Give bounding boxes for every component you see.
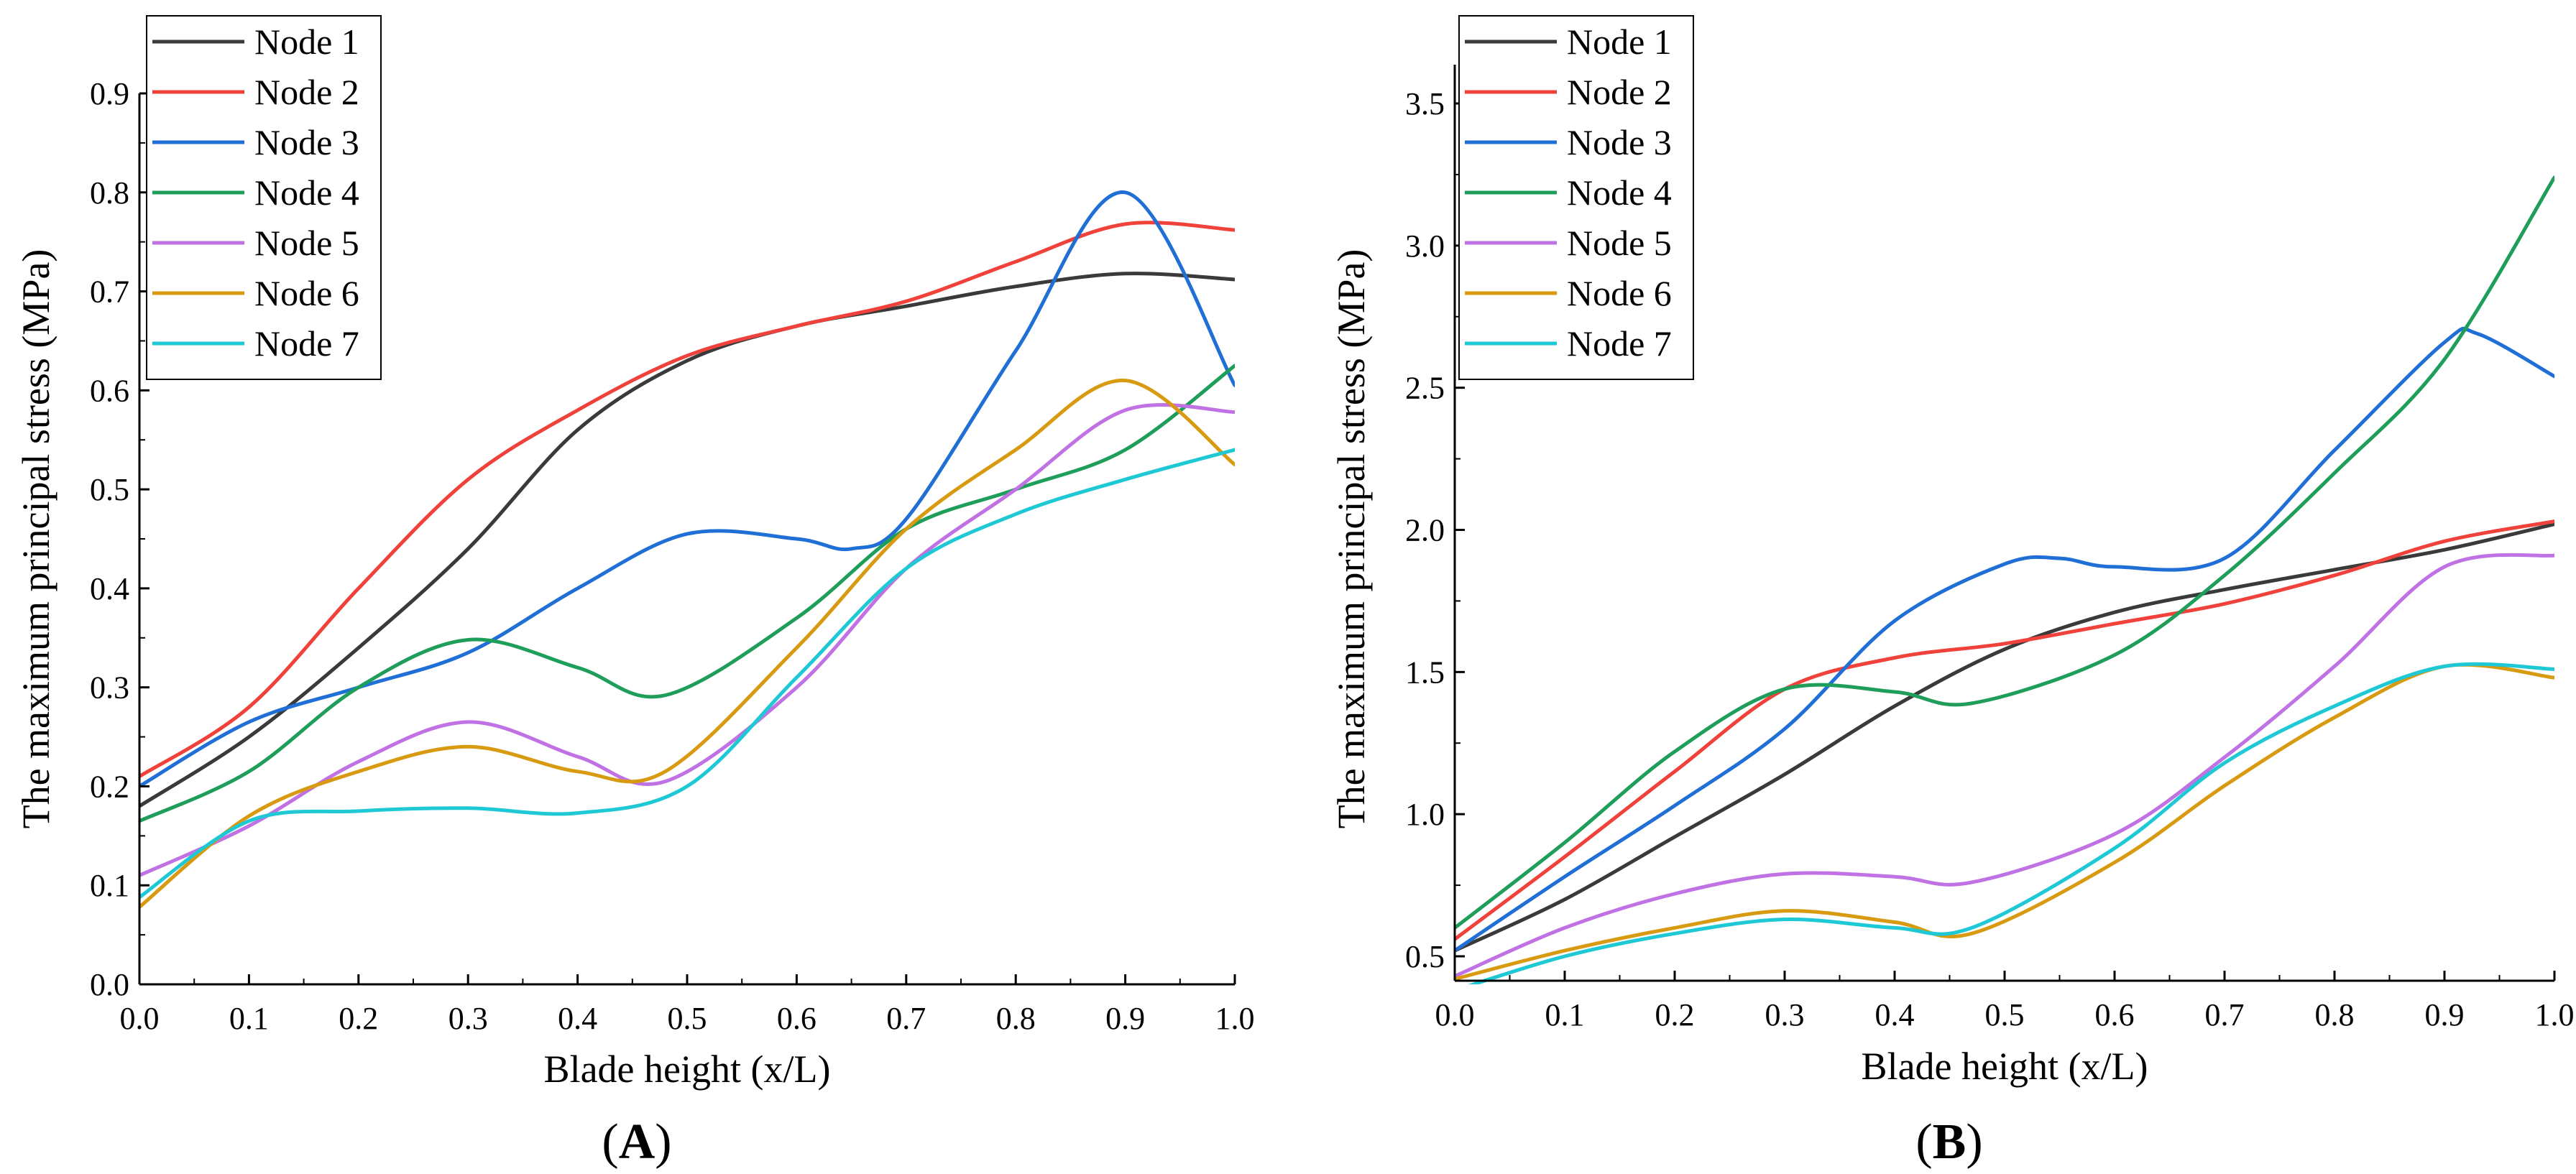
x-tick-label-b: 0.0	[1435, 997, 1475, 1032]
legend-label-b-node-1: Node 1	[1567, 22, 1672, 62]
y-tick-label-a: 0.5	[90, 472, 129, 507]
series-line-b-node-4	[1455, 175, 2554, 930]
legend-label-b-node-5: Node 5	[1567, 223, 1672, 263]
series-line-b-node-5	[1455, 553, 2554, 979]
y-tick-label-b: 2.0	[1405, 513, 1445, 548]
x-tick-label-b: 0.3	[1765, 997, 1805, 1032]
y-tick-label-b: 3.0	[1405, 228, 1445, 264]
legend-b: Node 1 Node 2 Node 3 Node 4 Node 5 Node 6 Node…	[1458, 15, 1694, 380]
y-tick-label-b: 2.5	[1405, 371, 1445, 406]
series-line-a-node-4	[139, 364, 1235, 823]
x-tick-label-b: 1.0	[2535, 997, 2575, 1032]
series-line-b-node-7	[1468, 662, 2554, 984]
x-tick-label-a: 0.3	[448, 1001, 488, 1036]
series-line-a-node-2	[139, 221, 1235, 779]
y-axis-title-a: The maximum principal stress (MPa)	[14, 249, 58, 829]
y-tick-label-a: 0.8	[90, 175, 129, 211]
x-tick-label-b: 0.9	[2425, 997, 2465, 1032]
series-line-b-node-2	[1455, 519, 2554, 941]
x-axis-title-a: Blade height (x/L)	[544, 1048, 831, 1091]
legend-label-b-node-7: Node 7	[1567, 323, 1672, 364]
series-line-a-node-5	[139, 403, 1235, 877]
legend-label-a-node-4: Node 4	[254, 172, 359, 213]
y-tick-label-a: 0.9	[90, 76, 129, 111]
legend-label-a-node-2: Node 2	[254, 72, 359, 112]
x-tick-label-a: 0.6	[777, 1001, 816, 1036]
series-line-a-node-7	[139, 448, 1235, 900]
x-tick-label-a: 0.9	[1105, 1001, 1145, 1036]
x-tick-label-b: 0.1	[1545, 997, 1585, 1032]
series-line-b-node-3	[1455, 326, 2554, 953]
series-line-b-node-1	[1455, 522, 2554, 953]
x-tick-label-a: 0.1	[229, 1001, 269, 1036]
x-axis-title-b: Blade height (x/L)	[1862, 1045, 2148, 1088]
legend-label-a-node-5: Node 5	[254, 223, 359, 263]
legend-label-a-node-3: Node 3	[254, 122, 359, 162]
panel-b: 0.0 0.1 0.2 0.3 0.4 0.5 0.6 0.7 0.8 0.9 1.0 0.5 1.0…	[1330, 15, 2575, 1170]
legend-label-a-node-7: Node 7	[254, 323, 359, 364]
x-tick-label-b: 0.4	[1875, 997, 1915, 1032]
series-line-a-node-1	[139, 272, 1235, 808]
y-tick-label-a: 0.1	[90, 868, 129, 903]
series-line-a-node-6	[139, 379, 1235, 909]
x-tick-label-a: 0.4	[558, 1001, 597, 1036]
x-tick-label-a: 0.7	[886, 1001, 926, 1036]
x-tick-label-a: 0.5	[668, 1001, 707, 1036]
panel-label-b: (B)	[1915, 1114, 1982, 1170]
x-tick-label-a: 0.0	[120, 1001, 160, 1036]
x-tick-label-b: 0.5	[1985, 997, 2025, 1032]
y-tick-label-a: 0.6	[90, 373, 129, 408]
legend-label-a-node-1: Node 1	[254, 22, 359, 62]
y-axis-title-b: The maximum principal stress (MPa)	[1330, 249, 1373, 829]
legend-label-b-node-4: Node 4	[1567, 172, 1672, 213]
y-tick-label-a: 0.4	[90, 571, 129, 606]
legend-label-b-node-3: Node 3	[1567, 122, 1672, 162]
legend-label-b-node-6: Node 6	[1567, 273, 1672, 313]
y-tick-label-a: 0.2	[90, 769, 129, 804]
y-tick-label-b: 1.0	[1405, 797, 1445, 832]
x-tick-label-b: 0.7	[2205, 997, 2245, 1032]
y-tick-label-a: 0.7	[90, 274, 129, 310]
legend-label-b-node-2: Node 2	[1567, 72, 1672, 112]
x-tick-label-a: 0.8	[996, 1001, 1036, 1036]
y-tick-label-b: 1.5	[1405, 655, 1445, 690]
x-tick-label-b: 0.2	[1655, 997, 1695, 1032]
series-line-b-node-6	[1455, 662, 2554, 981]
legend-label-a-node-6: Node 6	[254, 273, 359, 313]
x-tick-label-a: 1.0	[1215, 1001, 1255, 1036]
y-tick-label-a: 0.0	[90, 967, 129, 1002]
y-tick-label-a: 0.3	[90, 670, 129, 706]
panel-a: 0.0 0.1 0.2 0.3 0.4 0.5 0.6 0.7 0.8 0.9 1.0 0.0 0.1…	[14, 15, 1255, 1170]
y-tick-label-b: 0.5	[1405, 939, 1445, 974]
legend-a: Node 1 Node 2 Node 3 Node 4 Node 5 Node 6 Node…	[146, 15, 382, 380]
panel-label-a: (A)	[602, 1114, 671, 1170]
y-tick-label-b: 3.5	[1405, 86, 1445, 121]
x-tick-label-a: 0.2	[339, 1001, 378, 1036]
x-tick-label-b: 0.6	[2095, 997, 2135, 1032]
x-tick-label-b: 0.8	[2315, 997, 2355, 1032]
